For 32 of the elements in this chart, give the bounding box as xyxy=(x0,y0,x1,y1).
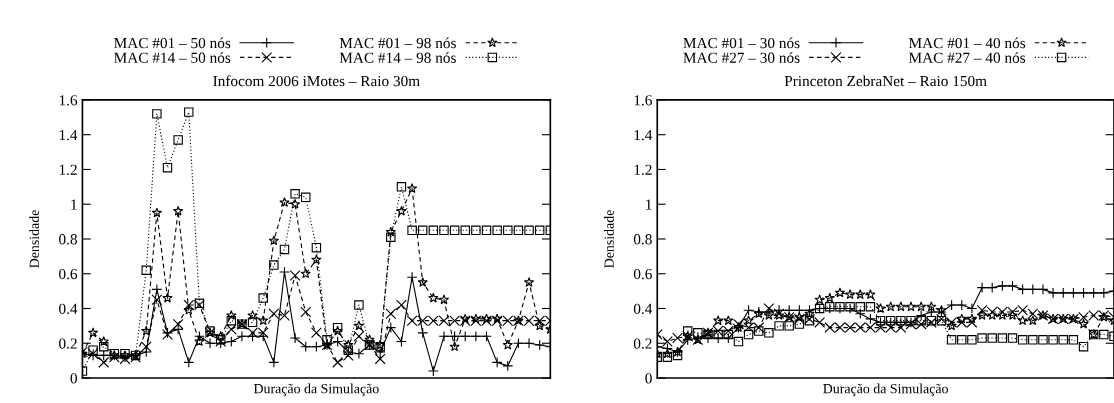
y-tick-label: 1.2 xyxy=(634,164,652,175)
y-tick-label: 0.6 xyxy=(633,268,652,280)
y-tick-label: 0.8 xyxy=(633,234,652,245)
y-tick-label: 1.6 xyxy=(634,95,652,106)
y-tick-label: 0.8 xyxy=(59,234,77,245)
chart-title: Infocom 2006 iMotes – Raio 30m xyxy=(213,75,420,87)
y-tick-label: 1.6 xyxy=(59,95,78,106)
y-tick-label: 0.4 xyxy=(59,303,78,315)
legend-label: MAC #01 – 50 nós xyxy=(114,37,231,49)
legend-label: MAC #27 – 30 nós xyxy=(683,52,800,63)
y-tick-label: 1.4 xyxy=(634,129,653,141)
legend-label: MAC #14 – 50 nós xyxy=(114,52,231,63)
legend-label: MAC #01 – 40 nós xyxy=(908,37,1026,49)
y-tick-label: 1.2 xyxy=(59,164,77,175)
y-tick-label: 0.2 xyxy=(59,338,77,349)
y-tick-label: 0.4 xyxy=(633,303,653,315)
x-axis-title: Duração da Simulação xyxy=(253,383,379,397)
y-axis-title: Densidade xyxy=(29,210,39,268)
y-tick-label: 0 xyxy=(645,373,652,384)
x-axis-title: Duração da Simulação xyxy=(823,383,948,397)
y-tick-label: 1.4 xyxy=(59,129,78,141)
legend-label: MAC #14 – 98 nós xyxy=(339,52,456,63)
chart-title: Princeton ZebraNet – Raio 150m xyxy=(784,75,987,87)
y-tick-label: 0.6 xyxy=(59,268,78,280)
y-tick-label: 1 xyxy=(71,199,77,210)
y-tick-label: 0 xyxy=(70,373,77,384)
legend-label: MAC #27 – 40 nós xyxy=(908,52,1026,63)
y-tick-label: 0.2 xyxy=(633,338,652,349)
legend-label: MAC #01 – 30 nós xyxy=(683,37,800,49)
y-tick-label: 1 xyxy=(646,199,652,210)
y-axis-title: Densidade xyxy=(604,210,614,268)
legend-label: MAC #01 – 98 nós xyxy=(339,37,456,49)
